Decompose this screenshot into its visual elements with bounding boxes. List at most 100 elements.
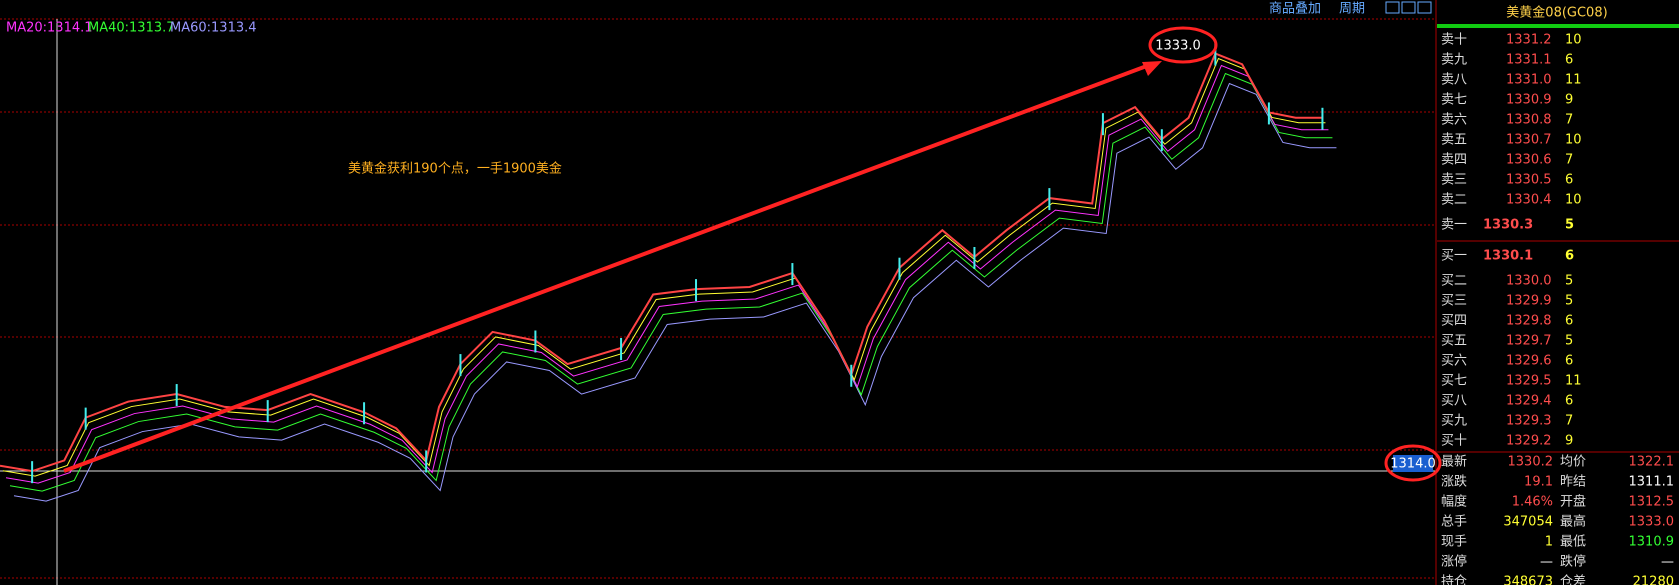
price-grid (0, 18, 1436, 579)
book-label: 卖十 (1441, 33, 1467, 48)
book-volume: 9 (1565, 93, 1573, 108)
ma-label: MA60:1313.4 (170, 21, 257, 36)
book-volume: 9 (1565, 434, 1573, 449)
book-label: 卖四 (1441, 153, 1467, 168)
book-label: 买五 (1441, 334, 1467, 349)
book-volume: 7 (1565, 113, 1573, 128)
book-volume: 11 (1565, 374, 1582, 389)
stat-value: 1312.5 (1629, 495, 1675, 510)
book-label: 卖三 (1441, 173, 1467, 188)
stat-value: 21280 (1633, 575, 1674, 585)
high-circle (1148, 26, 1218, 64)
window-buttons[interactable] (1385, 1, 1432, 14)
book-price: 1330.7 (1506, 133, 1552, 148)
book-label: 买十 (1441, 434, 1467, 449)
book-volume: 6 (1565, 249, 1574, 264)
book-label: 买二 (1441, 274, 1467, 289)
stat-label: 最低 (1560, 535, 1586, 550)
price-line (13, 82, 1337, 502)
stat-label: 持仓 (1441, 575, 1467, 585)
stat-value: — (1540, 555, 1553, 570)
quote-panel: 卖十 1331.2 10 卖九 1331.1 6 卖八 1331.0 11 卖七 1330.9 9 卖六… (1441, 33, 1674, 585)
book-volume: 5 (1565, 218, 1574, 233)
stat-label: 仓差 (1560, 575, 1586, 585)
stat-value: 19.1 (1524, 475, 1553, 490)
stat-value: 1330.2 (1508, 455, 1554, 470)
book-volume: 7 (1565, 414, 1573, 429)
stat-label: 涨停 (1441, 554, 1467, 570)
book-volume: 5 (1565, 294, 1573, 309)
book-volume: 6 (1565, 53, 1573, 68)
book-label: 买六 (1441, 354, 1467, 369)
stat-value: 1333.0 (1629, 515, 1675, 530)
book-label: 卖一 (1441, 218, 1467, 233)
stat-label: 涨跌 (1441, 474, 1467, 490)
book-volume: 7 (1565, 153, 1573, 168)
book-price: 1330.4 (1506, 193, 1552, 208)
toolbar-link[interactable]: 商品叠加 (1269, 2, 1321, 17)
book-volume: 10 (1565, 133, 1582, 148)
book-volume: 6 (1565, 314, 1573, 329)
stat-label: 现手 (1441, 535, 1467, 550)
ma-label: MA20:1314.1 (6, 21, 93, 36)
book-price: 1331.0 (1506, 73, 1552, 88)
book-label: 卖八 (1441, 73, 1467, 88)
current-label: 1314.0 (1390, 457, 1436, 472)
current-circle (1384, 444, 1442, 482)
book-volume: 5 (1565, 334, 1573, 349)
stat-value: 347054 (1503, 515, 1553, 530)
book-volume: 6 (1565, 173, 1573, 188)
book-price: 1329.5 (1506, 374, 1552, 389)
book-volume: 10 (1565, 193, 1582, 208)
stat-value: 1310.9 (1629, 535, 1675, 550)
book-label: 卖九 (1441, 53, 1467, 68)
stat-label: 最高 (1560, 514, 1586, 530)
book-label: 买三 (1441, 294, 1467, 309)
panel-title: 美黄金08(GC08) (1506, 5, 1607, 21)
book-price: 1329.7 (1506, 334, 1552, 349)
book-volume: 10 (1565, 33, 1582, 48)
stat-label: 跌停 (1560, 554, 1586, 570)
book-price: 1330.5 (1506, 173, 1552, 188)
book-price: 1330.6 (1506, 153, 1552, 168)
book-label: 卖五 (1441, 133, 1467, 148)
stat-value: — (1661, 555, 1674, 570)
book-price: 1329.3 (1506, 414, 1552, 429)
book-volume: 6 (1565, 394, 1573, 409)
stat-value: 1322.1 (1629, 455, 1675, 470)
price-plot (0, 43, 1337, 502)
book-price: 1331.2 (1506, 33, 1552, 48)
book-price: 1330.0 (1506, 274, 1552, 289)
book-price: 1329.6 (1506, 354, 1552, 369)
book-price: 1329.2 (1506, 434, 1552, 449)
price-line (9, 72, 1333, 492)
annotation: 美黄金获利190个点，一手1900美金 (348, 161, 562, 177)
book-label: 卖二 (1441, 193, 1467, 208)
book-label: 买四 (1441, 314, 1467, 329)
stat-value: 1311.1 (1629, 475, 1675, 490)
stat-label: 总手 (1441, 515, 1467, 530)
stat-label: 昨结 (1560, 475, 1586, 490)
arrow-line (63, 62, 1153, 473)
stat-value: 1.46% (1512, 495, 1553, 510)
price-line (5, 64, 1329, 484)
book-label: 卖六 (1441, 113, 1467, 128)
price-line (0, 52, 1323, 473)
book-price: 1329.8 (1506, 314, 1552, 329)
book-label: 买七 (1441, 374, 1467, 389)
book-label: 买九 (1441, 414, 1467, 429)
book-price: 1329.9 (1506, 294, 1552, 309)
book-label: 卖七 (1441, 93, 1467, 108)
book-volume: 6 (1565, 354, 1573, 369)
book-volume: 5 (1565, 274, 1573, 289)
book-price: 1330.1 (1483, 249, 1533, 264)
book-price: 1330.3 (1483, 218, 1533, 233)
book-label: 买八 (1441, 394, 1467, 409)
stat-label: 均价 (1560, 455, 1586, 470)
book-price: 1331.1 (1506, 53, 1552, 68)
book-price: 1330.8 (1506, 113, 1552, 128)
toolbar-link[interactable]: 周期 (1339, 2, 1365, 17)
stat-label: 开盘 (1560, 494, 1586, 510)
